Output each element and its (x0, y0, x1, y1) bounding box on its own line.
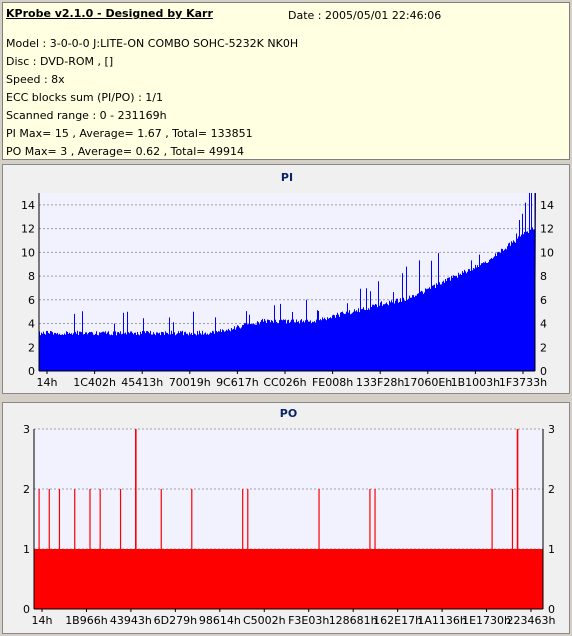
pi-y-tick-label-left: 14 (21, 199, 35, 212)
pi-y-tick-label-right: 6 (540, 294, 547, 307)
po-y-tick-label-right: 3 (548, 423, 555, 436)
pi-y-tick-label-left: 4 (28, 318, 35, 331)
pi-x-tick-label: 14h (37, 376, 58, 389)
po-chart-title: PO (280, 407, 297, 420)
pi-y-tick-label-right: 4 (540, 318, 547, 331)
po-x-tick-label: 43943h (110, 614, 152, 627)
speed-line: Speed : 8x (6, 73, 65, 86)
po-x-tick-label: C5002h (243, 614, 286, 627)
pi-summary-line: PI Max= 15 , Average= 1.67 , Total= 1338… (6, 127, 253, 140)
po-area-series (34, 549, 543, 609)
pi-x-tick-label: 1B1003h (451, 376, 501, 389)
app-title: KProbe v2.1.0 - Designed by Karr (6, 7, 213, 20)
pi-y-tick-label-right: 14 (540, 199, 554, 212)
disc-info-panel: KProbe v2.1.0 - Designed by Karr Date : … (2, 2, 570, 160)
po-x-tick-label: 162E17h (373, 614, 422, 627)
pi-y-tick-label-left: 12 (21, 223, 35, 236)
pi-x-tick-label: 1F3733h (499, 376, 547, 389)
po-y-tick-label-right: 1 (548, 543, 555, 556)
po-summary-line: PO Max= 3 , Average= 0.62 , Total= 49914 (6, 145, 244, 158)
po-x-tick-label: 6D279h (154, 614, 197, 627)
scanned-range-line: Scanned range : 0 - 231169h (6, 109, 167, 122)
pi-chart-panel: PI 0 0 2 2 4 4 6 6 8 8 10 10 12 12 14 14 14h 1C402h 45413h 7… (2, 164, 570, 394)
ecc-blocks-line: ECC blocks sum (PI/PO) : 1/1 (6, 91, 163, 104)
po-y-tick-label-right: 0 (548, 603, 555, 616)
po-y-tick-label-left: 2 (23, 483, 30, 496)
pi-x-tick-label: 9C617h (216, 376, 259, 389)
pi-y-tick-label-left: 2 (28, 341, 35, 354)
pi-area-series (39, 193, 536, 371)
scan-date: Date : 2005/05/01 22:46:06 (288, 9, 442, 22)
pi-chart: PI 0 0 2 2 4 4 6 6 8 8 10 10 12 12 14 14 14h 1C402h 45413h 7… (21, 171, 554, 389)
po-x-tick-label: 1A1136h (417, 614, 467, 627)
pi-y-tick-label-right: 8 (540, 270, 547, 283)
pi-y-tick-label-left: 6 (28, 294, 35, 307)
pi-y-tick-label-left: 0 (28, 365, 35, 378)
pi-y-tick-label-left: 10 (21, 246, 35, 259)
pi-chart-title: PI (281, 171, 293, 184)
pi-y-tick-label-right: 2 (540, 341, 547, 354)
pi-y-tick-label-right: 0 (540, 365, 547, 378)
pi-x-tick-label: 17060Eh (403, 376, 452, 389)
pi-x-tick-label: 133F28h (356, 376, 404, 389)
pi-x-tick-label: 45413h (121, 376, 163, 389)
po-y-tick-label-right: 2 (548, 483, 555, 496)
pi-x-tick-label: CC026h (263, 376, 306, 389)
disc-type-line: Disc : DVD-ROM , [] (6, 55, 114, 68)
po-y-tick-label-left: 3 (23, 423, 30, 436)
pi-x-tick-label: 70019h (169, 376, 211, 389)
po-x-tick-label: 1E1730h (462, 614, 511, 627)
po-x-tick-label: 98614h (199, 614, 241, 627)
po-x-tick-label: 128681h (329, 614, 378, 627)
po-x-tick-label: 223463h (507, 614, 556, 627)
pi-y-tick-label-right: 10 (540, 246, 554, 259)
po-x-tick-label: 1B966h (65, 614, 108, 627)
po-chart-panel: PO 0 0 1 1 2 2 3 3 14h 1B966h 43943h 6D279h 98614h C50… (2, 402, 570, 634)
pi-y-tick-label-right: 12 (540, 223, 554, 236)
po-chart: PO 0 0 1 1 2 2 3 3 14h 1B966h 43943h 6D279h 98614h C50… (23, 407, 556, 627)
po-x-tick-label: 14h (32, 614, 53, 627)
drive-model-line: Model : 3-0-0-0 J:LITE-ON COMBO SOHC-523… (6, 37, 299, 50)
po-x-tick-label: F3E03h (288, 614, 329, 627)
po-y-tick-label-left: 0 (23, 603, 30, 616)
pi-x-tick-label: FE008h (312, 376, 353, 389)
po-y-tick-label-left: 1 (23, 543, 30, 556)
pi-x-tick-label: 1C402h (73, 376, 116, 389)
pi-y-tick-label-left: 8 (28, 270, 35, 283)
